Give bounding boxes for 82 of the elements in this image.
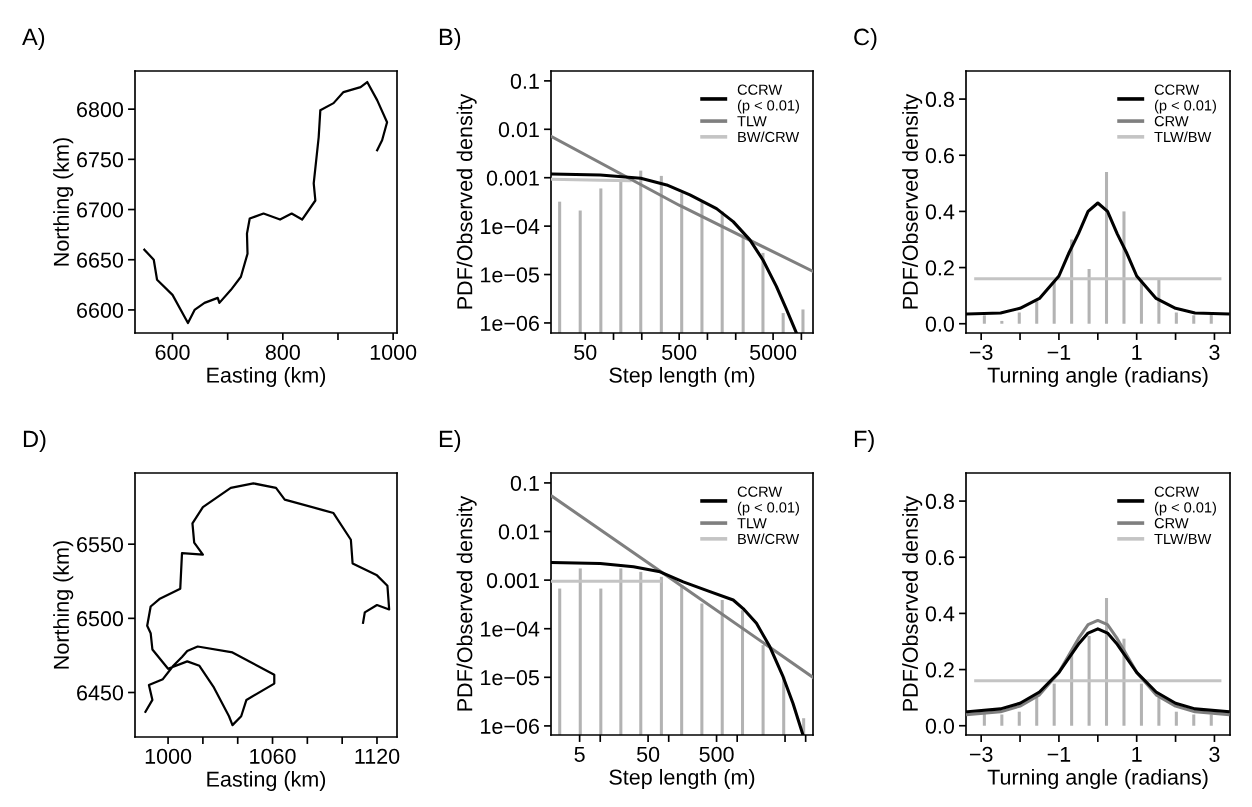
y-axis-title: PDF/Observed density [902,93,923,309]
y-axis-title: PDF/Observed density [902,495,923,711]
x-axis-title: Step length (m) [609,366,755,388]
line-series [143,80,389,325]
x-axis-title: Easting (km) [207,770,326,792]
x-tick-label: 800 [265,344,300,360]
chart-title: B) [439,28,461,50]
legend-label: BW/CRW [738,533,800,545]
y-tick-label: 0.1 [510,475,539,491]
x-tick-label: 5000 [750,344,797,360]
y-tick-label: 0.8 [925,91,954,108]
y-tick-label: 0.0 [925,316,955,332]
legend-label: TLW/BW [1154,533,1212,545]
y-tick-label: 0.1 [510,73,539,89]
x-tick-label: 50 [574,344,597,360]
x-tick-label: 500 [699,746,734,762]
legend-label: TLW [737,518,767,529]
y-tick-label: 6650 [77,252,124,268]
y-tick-label: 0.6 [925,148,954,164]
x-tick-label: 500 [662,344,697,360]
y-tick-label: 6600 [77,302,124,318]
y-tick-label: 0.4 [925,606,955,622]
y-axis-title: Northing (km) [53,138,74,266]
chart-title: C) [854,28,877,50]
x-tick-label: 1000 [145,748,192,764]
x-axis-title: Easting (km) [207,366,326,388]
y-tick-label: 1e−06 [481,315,539,331]
chart-title: A) [22,28,45,50]
y-tick-label: 1e−04 [481,218,540,235]
legend-label: CCRW (p < 0.01) [737,84,799,114]
legend-label: CCRW (p < 0.01) [737,486,799,516]
y-tick-label: 0.2 [925,662,954,678]
x-tick-label: 1120 [355,748,400,764]
y-tick-label: 0.2 [925,260,954,276]
y-tick-label: 6550 [77,536,124,553]
y-tick-label: 0.0 [925,718,955,734]
x-tick-label: 1000 [370,344,417,360]
y-tick-label: 0.6 [925,550,954,566]
legend-label: BW/CRW [738,131,800,143]
x-tick-label: 3 [1209,344,1220,360]
x-tick-label: 1 [1132,344,1142,360]
x-axis-title: Turning angle (radians) [987,768,1208,790]
y-tick-label: 0.001 [486,572,539,589]
x-tick-label: −1 [1047,344,1071,360]
x-tick-label: 3 [1209,746,1220,762]
y-axis-title: PDF/Observed density [456,495,477,711]
x-tick-label: −1 [1047,746,1071,762]
y-tick-label: 1e−04 [481,621,540,637]
x-tick-label: 50 [636,746,660,762]
y-tick-label: 0.4 [925,204,955,220]
x-tick-label: 1 [1132,746,1142,762]
x-tick-label: 5 [574,746,585,762]
legend-label: CCRW (p < 0.01) [1154,84,1216,114]
x-axis-title: Turning angle (radians) [987,366,1208,388]
x-tick-label: −3 [969,746,993,762]
legend-label: CCRW (p < 0.01) [1154,486,1216,516]
y-tick-label: 0.01 [498,524,539,540]
y-tick-label: 6700 [77,202,124,218]
chart-title: F) [854,430,874,452]
y-tick-label: 6800 [77,101,124,118]
line-series [144,482,391,727]
x-tick-label: −3 [969,344,993,360]
x-tick-label: 600 [155,344,190,360]
y-axis-title: PDF/Observed density [456,93,477,309]
y-tick-label: 1e−05 [481,267,539,283]
y-tick-label: 6500 [77,611,124,627]
legend-label: CRW [1154,116,1189,127]
legend-label: TLW [737,116,767,127]
legend-label: TLW/BW [1154,131,1212,143]
y-axis-title: Northing (km) [53,541,74,669]
y-tick-label: 0.8 [925,493,954,510]
y-tick-label: 1e−06 [481,718,539,734]
chart-title: D) [23,430,46,452]
legend-label: CRW [1154,518,1189,529]
x-axis-title: Step length (m) [609,768,755,790]
y-tick-label: 6450 [77,685,124,701]
chart-title: E) [439,430,461,452]
y-tick-label: 0.01 [498,122,539,138]
x-tick-label: 1060 [250,748,296,764]
y-tick-label: 6750 [77,152,124,168]
y-tick-label: 1e−05 [481,670,539,686]
y-tick-label: 0.001 [486,170,539,186]
